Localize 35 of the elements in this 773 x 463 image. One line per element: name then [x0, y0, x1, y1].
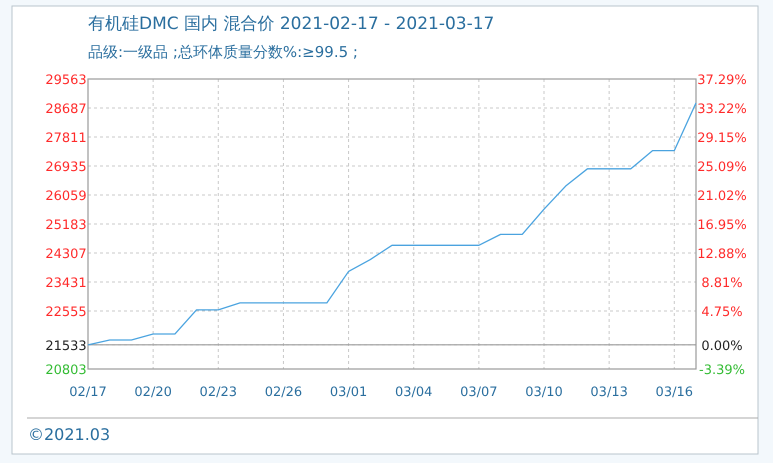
x-tick-label: 02/23	[200, 385, 238, 400]
x-tick-label: 02/17	[69, 385, 107, 400]
y-tick-label: 23431	[45, 276, 87, 291]
y-tick-label: 29563	[45, 73, 87, 88]
text: ©2021.03	[28, 425, 110, 444]
y2-tick-label: 8.81%	[701, 276, 743, 292]
y-tick-label: 22555	[45, 305, 87, 320]
y2-tick-label: -3.39%	[699, 363, 745, 378]
x-tick-label: 02/20	[134, 385, 172, 400]
y-tick-label: 24307	[45, 247, 87, 262]
y-tick-label: 27811	[45, 131, 87, 146]
y2-tick-label: 25.09%	[697, 160, 747, 175]
y-tick-label: 26935	[45, 160, 87, 175]
x-tick-label: 03/13	[590, 385, 628, 400]
y2-tick-label: 4.75%	[701, 304, 743, 320]
y2-tick-label: 12.88%	[697, 247, 747, 262]
y-tick-label: 26059	[45, 189, 87, 204]
y-tick-label: 21533	[45, 338, 87, 354]
subtitle: 品级:一级品 ;总环体质量分数%:≥99.5 ;	[88, 43, 358, 61]
y2-tick-label: 33.22%	[697, 102, 747, 118]
y2-tick-label: 16.95%	[697, 218, 747, 233]
y-tick-label: 20803	[45, 363, 87, 378]
x-tick-label: 03/01	[330, 385, 368, 400]
y2-tick-label: 37.29%	[697, 73, 747, 88]
x-tick-label: 03/04	[394, 385, 432, 400]
y-tick-label: 28687	[45, 102, 87, 117]
x-tick-label: 03/07	[460, 385, 498, 400]
y-tick-label: 25183	[45, 218, 87, 233]
y2-tick-label: 0.00%	[701, 338, 743, 354]
y2-tick-label: 21.02%	[697, 188, 747, 204]
x-tick-label: 02/26	[264, 385, 302, 400]
x-tick-label: 03/16	[656, 385, 694, 400]
title: 有机硅DMC 国内 混合价 2021-02-17 - 2021-03-17	[88, 14, 494, 34]
x-tick-label: 03/10	[525, 385, 563, 400]
y2-tick-label: 29.15%	[697, 131, 747, 146]
